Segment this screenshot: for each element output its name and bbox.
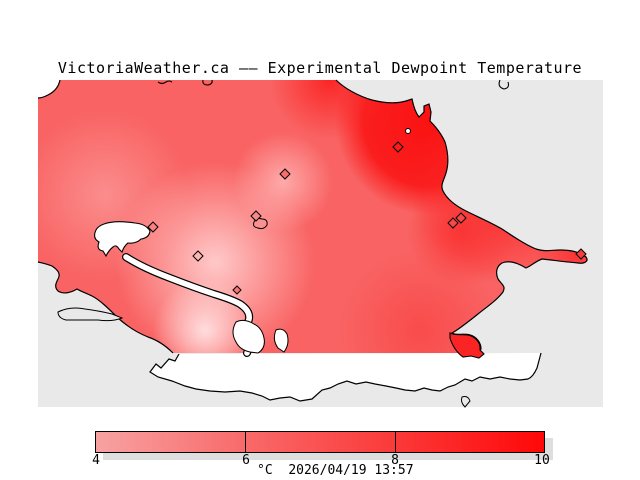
inlet-corner-coast (37, 79, 61, 99)
small-island-icon (460, 396, 471, 408)
timestamp: 2026/04/19 13:57 (288, 463, 414, 478)
station-marker (147, 221, 159, 233)
inlet-corner-water (38, 80, 60, 98)
station-marker (232, 285, 242, 295)
colorbar-tick-labels: 4 6 8 10 (0, 453, 640, 468)
unit-label: °C (257, 463, 273, 478)
station-marker (447, 217, 459, 229)
lake-thetis (93, 221, 151, 258)
colorbar-tick-8 (395, 432, 396, 452)
station-marker (250, 210, 262, 222)
station-markers (147, 141, 587, 295)
station-marker (279, 168, 291, 180)
tick-label-6: 6 (242, 453, 250, 468)
tick-label-8: 8 (391, 453, 399, 468)
colorbar-caption: °C 2026/04/19 13:57 (257, 463, 414, 478)
headland-island (449, 332, 485, 359)
colorbar (95, 431, 545, 453)
station-marker (575, 248, 587, 260)
coastline-southwest (37, 261, 174, 354)
islet-squiggle-east (498, 79, 510, 90)
caption-gap (273, 463, 289, 478)
colorbar-tick-6 (245, 432, 246, 452)
tick-label-10: 10 (534, 453, 550, 468)
harbour-lobe-east (273, 328, 289, 353)
lagoon-peninsula (57, 307, 124, 322)
station-marker (192, 250, 204, 262)
tiny-pond (405, 128, 411, 134)
harbour-water (232, 319, 265, 354)
page-title: VictoriaWeather.ca —— Experimental Dewpo… (57, 59, 583, 77)
tick-label-4: 4 (92, 453, 100, 468)
coastline-olympic (149, 352, 542, 402)
inlet-squiggle-west (157, 80, 173, 85)
colorbar-gradient (96, 432, 544, 452)
station-marker (392, 141, 404, 153)
coastline-east (335, 79, 588, 354)
station-marker (455, 212, 467, 224)
inlet-squiggle-mid (202, 79, 213, 86)
